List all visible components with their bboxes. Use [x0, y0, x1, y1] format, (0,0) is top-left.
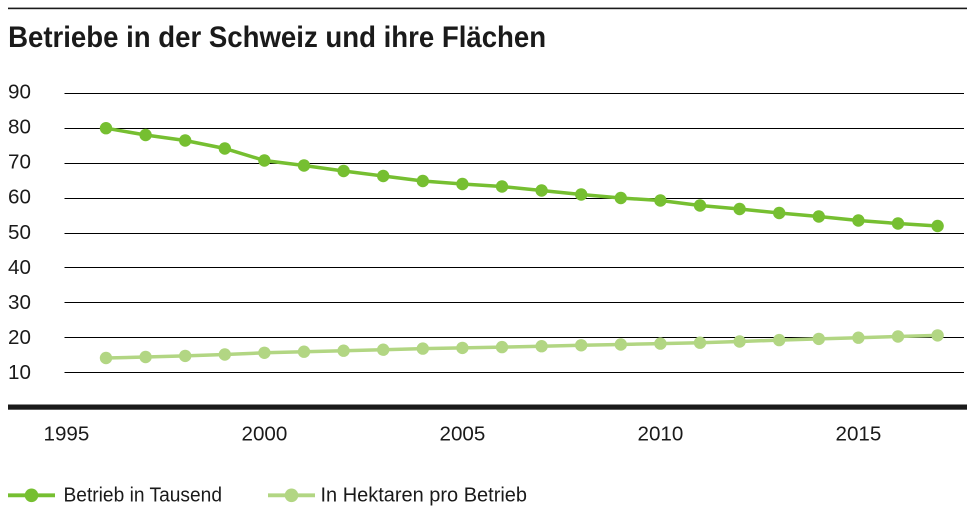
svg-text:10: 10 [8, 361, 31, 384]
svg-text:30: 30 [8, 291, 31, 314]
svg-text:1995: 1995 [43, 423, 89, 446]
svg-text:90: 90 [8, 81, 31, 104]
svg-text:2010: 2010 [637, 423, 683, 446]
svg-text:80: 80 [8, 116, 31, 139]
svg-text:In Hektaren pro Betrieb: In Hektaren pro Betrieb [321, 484, 528, 507]
svg-text:2000: 2000 [241, 423, 287, 446]
svg-text:50: 50 [8, 221, 31, 244]
svg-text:2005: 2005 [439, 423, 485, 446]
svg-text:40: 40 [8, 256, 31, 279]
svg-text:2015: 2015 [835, 423, 881, 446]
svg-text:60: 60 [8, 186, 31, 209]
svg-text:70: 70 [8, 151, 31, 174]
svg-text:Betrieb in Tausend: Betrieb in Tausend [64, 484, 223, 507]
svg-text:Betriebe in der Schweiz und ih: Betriebe in der Schweiz und ihre Flächen [8, 21, 546, 54]
svg-text:20: 20 [8, 326, 31, 349]
